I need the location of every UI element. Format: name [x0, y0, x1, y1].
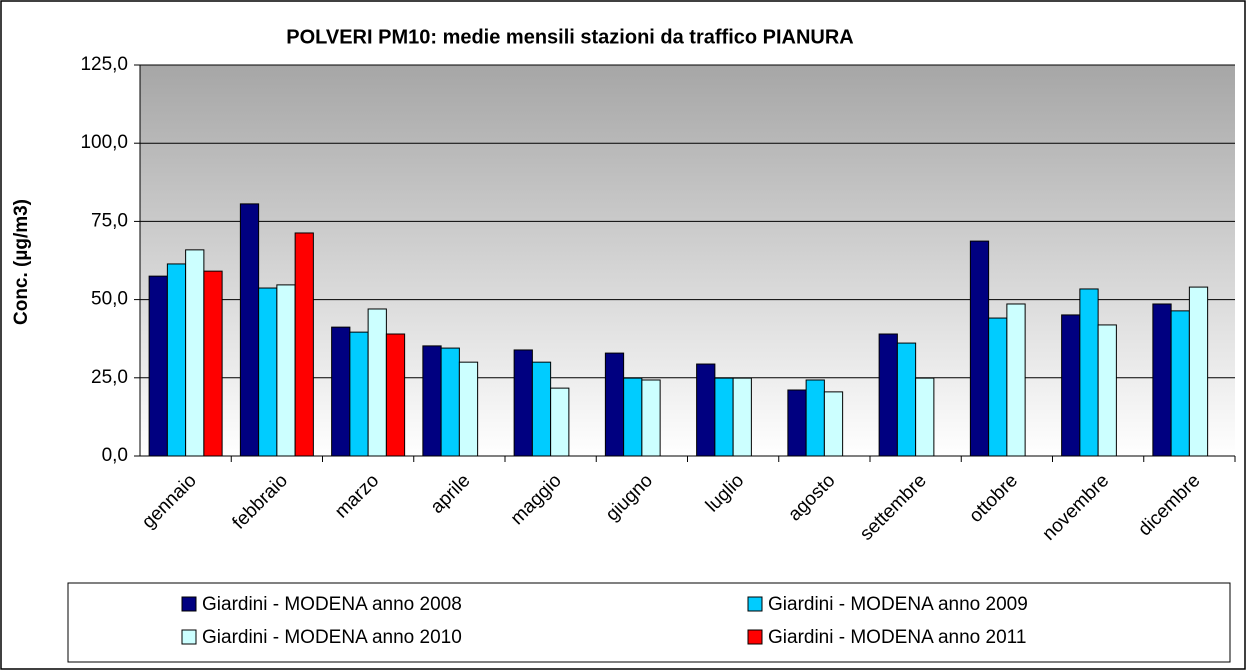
- bar: [458, 361, 479, 457]
- bar: [1170, 310, 1190, 457]
- bar: [714, 377, 734, 457]
- bar: [1188, 286, 1209, 457]
- bar: [915, 377, 935, 457]
- legend-label: Giardini - MODENA anno 2011: [768, 627, 1026, 648]
- legend: [67, 582, 1231, 663]
- legend-swatch: [747, 596, 763, 612]
- bar: [513, 349, 533, 457]
- bar: [988, 317, 1008, 457]
- bar: [896, 342, 917, 457]
- bar: [203, 270, 223, 457]
- legend-swatch: [747, 629, 763, 645]
- bar: [531, 361, 552, 457]
- bar: [276, 284, 296, 457]
- legend-swatch: [181, 596, 197, 612]
- legend-label: Giardini - MODENA anno 2010: [202, 627, 462, 648]
- bar: [878, 333, 898, 457]
- bar: [1097, 324, 1117, 457]
- plot-area: [140, 65, 1235, 456]
- legend-label: Giardini - MODENA anno 2009: [768, 594, 1028, 615]
- bar: [239, 203, 260, 457]
- bar: [641, 379, 661, 457]
- bar: [787, 389, 807, 457]
- bar: [258, 287, 278, 457]
- y-tick-label: 0,0: [102, 445, 128, 466]
- bar: [166, 263, 187, 457]
- y-tick-label: 50,0: [91, 289, 128, 310]
- legend-label: Giardini - MODENA anno 2008: [202, 594, 462, 615]
- bar: [148, 275, 168, 457]
- bar: [623, 377, 643, 457]
- y-axis-label: Conc. (µg/m3): [11, 199, 32, 325]
- bar: [1061, 314, 1081, 457]
- bar: [349, 331, 369, 457]
- bar: [823, 391, 844, 457]
- bar: [385, 333, 406, 457]
- bar: [604, 352, 625, 457]
- bar: [969, 240, 990, 457]
- y-tick-label: 125,0: [80, 54, 128, 75]
- y-tick-label: 100,0: [80, 132, 128, 153]
- y-tick-label: 25,0: [91, 367, 128, 388]
- bar: [732, 377, 752, 457]
- y-tick-label: 75,0: [91, 210, 128, 231]
- bar: [696, 363, 716, 457]
- bar: [367, 308, 387, 457]
- bar: [440, 347, 460, 457]
- bar: [331, 326, 351, 457]
- bar: [805, 379, 825, 457]
- chart-title: POLVERI PM10: medie mensili stazioni da …: [286, 26, 854, 48]
- bar: [185, 249, 205, 457]
- bar: [294, 232, 314, 457]
- bar: [1006, 303, 1026, 457]
- bar: [422, 345, 442, 457]
- bar: [1152, 303, 1172, 457]
- legend-swatch: [181, 629, 197, 645]
- bar: [1079, 288, 1099, 457]
- bar: [550, 387, 570, 457]
